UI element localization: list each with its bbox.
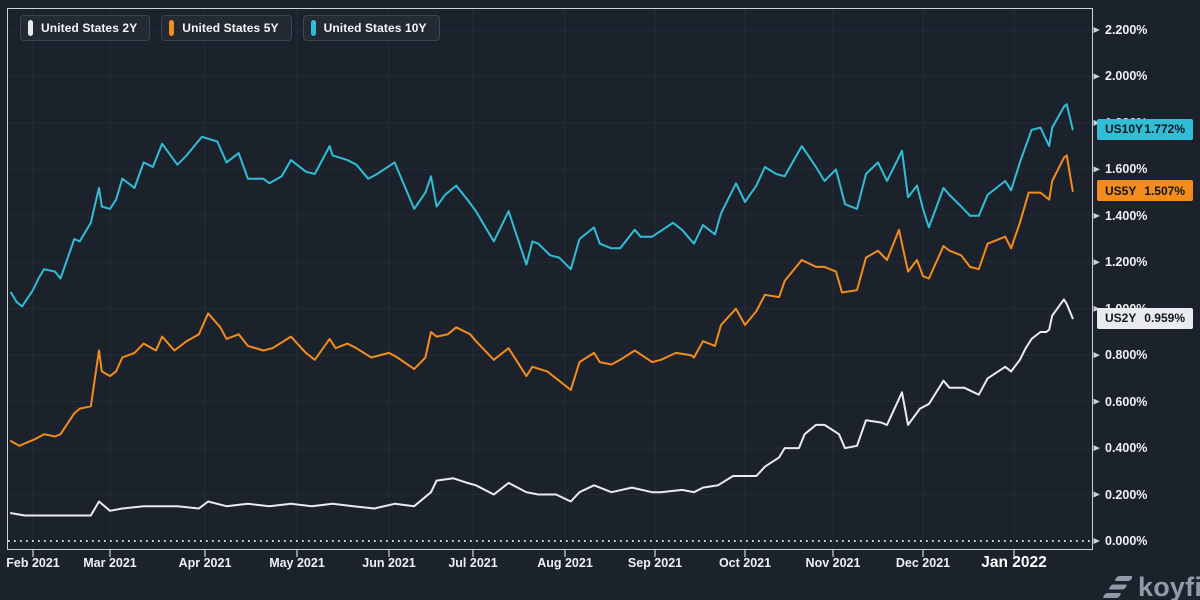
y-tick-label: 0.600%	[1105, 394, 1148, 409]
badge-ticker: US10Y	[1105, 122, 1144, 137]
x-tick-label: Aug 2021	[537, 556, 593, 570]
series-line-us2y	[10, 298, 1074, 517]
x-tick-label: Sep 2021	[627, 556, 683, 570]
y-tick-mark	[1093, 445, 1100, 452]
badge-value: 1.772%	[1144, 122, 1185, 137]
y-tick-mark	[1093, 305, 1100, 312]
price-badge-us2y: US2Y 0.959%	[1097, 307, 1193, 329]
price-badge-us5y: US5Y 1.507%	[1097, 180, 1193, 202]
y-tick-mark	[1093, 212, 1100, 219]
y-tick-label: 2.000%	[1105, 69, 1148, 84]
x-tick-label: Apr 2021	[178, 556, 232, 570]
badge-value: 1.507%	[1144, 183, 1185, 198]
legend: United States 2Y United States 5Y United S…	[20, 15, 440, 41]
koyfin-logo-text: koyfin	[1138, 572, 1200, 600]
y-tick-mark	[1093, 119, 1100, 126]
y-tick-mark	[1093, 538, 1100, 544]
y-tick-label: 1.400%	[1105, 208, 1148, 223]
series-line-us5y	[10, 154, 1074, 447]
x-tick-label: Jun 2021	[362, 556, 416, 570]
x-tick-label: Jul 2021	[448, 556, 498, 570]
y-tick-label: 1.600%	[1105, 162, 1148, 177]
y-tick-label: 1.200%	[1105, 255, 1148, 270]
y-tick-mark	[1093, 398, 1100, 405]
legend-item-united-states-10y[interactable]: United States 10Y	[302, 15, 440, 41]
legend-item-united-states-5y[interactable]: United States 5Y	[161, 15, 292, 41]
y-tick-label: 0.800%	[1105, 348, 1148, 363]
legend-item-label: United States 2Y	[41, 21, 138, 35]
badge-value: 0.959%	[1144, 311, 1185, 326]
y-tick-mark	[1093, 352, 1100, 359]
series-color-bar	[28, 20, 33, 36]
koyfin-watermark: koyfin	[1098, 574, 1200, 600]
y-tick-mark	[1093, 259, 1100, 266]
series-color-bar	[310, 20, 316, 36]
y-tick-label: 0.200%	[1105, 487, 1148, 502]
series-line-us10y	[10, 103, 1074, 308]
y-tick-label: 0.400%	[1105, 441, 1148, 456]
koyfin-logo-icon	[1103, 576, 1132, 598]
y-tick-label: 0.000%	[1105, 534, 1148, 548]
x-tick-label: Nov 2021	[805, 556, 861, 570]
y-tick-label: 2.200%	[1105, 23, 1148, 37]
series-color-bar	[169, 20, 175, 36]
badge-ticker: US5Y	[1105, 183, 1137, 198]
legend-item-label: United States 5Y	[182, 21, 279, 35]
y-tick-mark	[1093, 491, 1100, 498]
y-tick-mark	[1093, 73, 1100, 80]
price-badge-us10y: US10Y 1.772%	[1097, 118, 1193, 140]
legend-item-label: United States 10Y	[323, 21, 427, 35]
y-tick-mark	[1093, 166, 1100, 173]
badge-ticker: US2Y	[1105, 311, 1137, 326]
x-tick-label: May 2021	[269, 556, 325, 570]
x-tick-label: Oct 2021	[718, 556, 772, 570]
y-tick-mark	[1093, 27, 1100, 33]
x-tick-label: Feb 2021	[6, 556, 60, 570]
x-tick-label: Mar 2021	[83, 556, 137, 570]
x-tick-label: Dec 2021	[895, 556, 951, 570]
x-tick-label: Jan 2022	[981, 554, 1047, 571]
legend-item-united-states-2y[interactable]: United States 2Y	[20, 15, 151, 41]
